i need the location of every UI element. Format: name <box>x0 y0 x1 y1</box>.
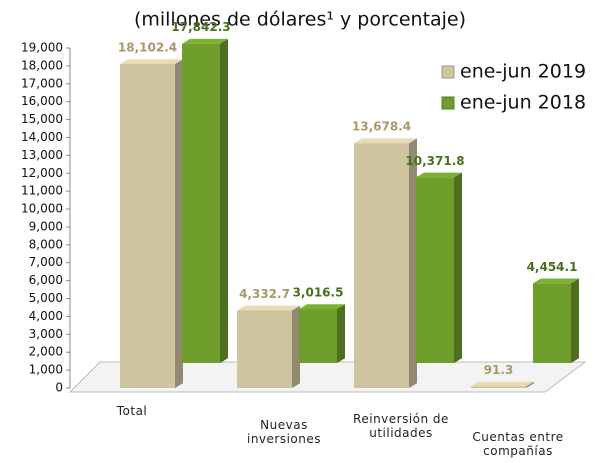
y-tick-label: 2,000 <box>29 345 63 359</box>
y-tick-label: 18,000 <box>21 58 63 72</box>
y-tick-label: 14,000 <box>21 130 63 144</box>
value-label: 10,371.8 <box>405 154 464 168</box>
bar-top <box>354 138 417 144</box>
value-label: 17,842.3 <box>171 20 230 34</box>
x-tick-label: Reinversión de utilidades <box>353 412 449 440</box>
bar-side <box>337 304 345 363</box>
value-label: 3,016.5 <box>293 286 344 300</box>
floor <box>68 361 587 393</box>
bar-side <box>175 59 183 388</box>
bar-side <box>454 172 462 363</box>
y-tick-label: 3,000 <box>29 327 63 341</box>
y-tick-label: 15,000 <box>21 112 63 126</box>
y-tick-label: 0 <box>55 381 63 395</box>
bar <box>533 283 571 363</box>
chart-title: (millones de dólares¹ y porcentaje) <box>134 9 466 31</box>
legend-label: ene-jun 2019 <box>460 61 586 83</box>
bar <box>471 386 526 388</box>
y-tick-label: 8,000 <box>29 237 63 251</box>
y-tick-label: 17,000 <box>21 76 63 90</box>
x-tick-label: Nuevas inversiones <box>246 418 322 446</box>
y-tick-label: 7,000 <box>29 255 63 269</box>
y-tick-label: 9,000 <box>29 219 63 233</box>
y-tick-label: 16,000 <box>21 94 63 108</box>
value-label: 18,102.4 <box>118 41 177 55</box>
bar-side <box>292 305 300 388</box>
bar <box>237 310 292 388</box>
legend-swatch <box>441 96 455 110</box>
value-label: 13,678.4 <box>352 120 411 134</box>
legend-swatch <box>441 65 455 79</box>
bar <box>182 43 220 363</box>
y-tick-label: 5,000 <box>29 291 63 305</box>
bar-side <box>571 278 579 363</box>
bar-top <box>237 305 300 311</box>
bar-top <box>416 172 462 178</box>
value-label: 4,454.1 <box>527 260 578 274</box>
value-label: 4,332.7 <box>239 287 290 301</box>
y-tick-label: 4,000 <box>29 309 63 323</box>
bar-side <box>409 138 417 388</box>
bar-top <box>533 278 579 284</box>
bar <box>299 309 337 363</box>
bar-top <box>299 304 345 310</box>
bar-side <box>220 38 228 363</box>
y-tick-label: 12,000 <box>21 166 63 180</box>
y-tick-label: 11,000 <box>21 184 63 198</box>
x-tick-label: Total <box>116 404 148 418</box>
bar-top <box>471 381 534 387</box>
y-tick-label: 13,000 <box>21 148 63 162</box>
bar <box>416 177 454 363</box>
y-tick-label: 19,000 <box>21 41 63 55</box>
bar-top <box>182 38 228 44</box>
y-tick-label: 10,000 <box>21 202 63 216</box>
x-tick-label: Cuentas entre compañías <box>472 430 564 458</box>
value-label: 91.3 <box>484 363 514 377</box>
y-tick-label: 6,000 <box>29 273 63 287</box>
bar <box>354 143 409 388</box>
y-tick-label: 1,000 <box>29 363 63 377</box>
bar <box>120 64 175 388</box>
bar-top <box>120 59 183 65</box>
legend-label: ene-jun 2018 <box>460 92 586 114</box>
bar-side <box>526 381 534 388</box>
